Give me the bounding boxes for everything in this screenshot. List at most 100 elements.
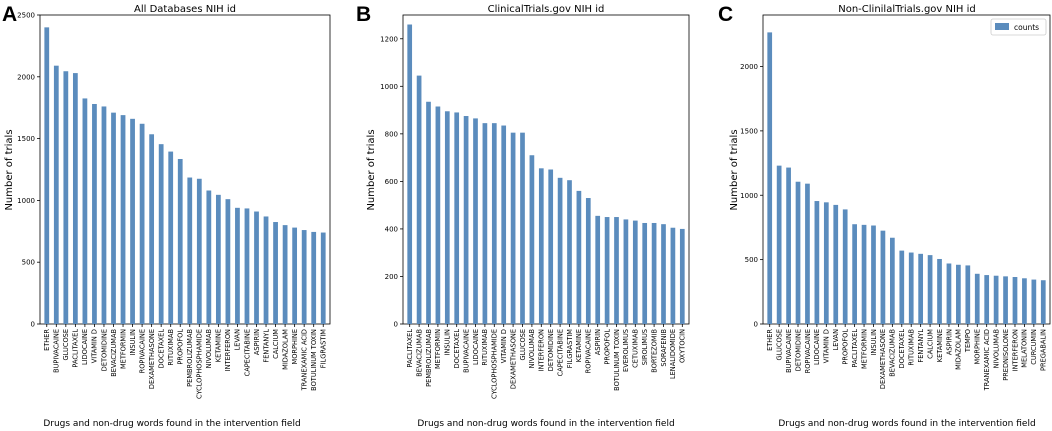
bar <box>795 181 801 324</box>
bar <box>852 224 857 324</box>
panel-label: A <box>2 3 17 26</box>
x-tick-label: GLUCOSE <box>519 329 527 360</box>
y-tick-label: 500 <box>22 259 35 267</box>
x-tick-label: LIDOCAINE <box>472 329 480 365</box>
x-tick-label: PROPOFOL <box>177 329 185 365</box>
bar <box>101 106 107 325</box>
bar <box>72 73 78 324</box>
x-tick-label: CALCIUM <box>272 329 280 359</box>
bar <box>776 165 782 324</box>
x-tick-label: KETAMINE <box>575 329 583 362</box>
x-tick-label: MORPHINE <box>974 329 982 364</box>
bar <box>889 237 895 324</box>
bar <box>473 118 478 325</box>
x-tick-label: LENALIDOMIDE <box>669 329 677 379</box>
bar <box>520 132 525 324</box>
x-tick-label: METFORMIN <box>119 329 127 369</box>
bar <box>273 222 278 324</box>
x-tick-label: VITAMIN D <box>823 329 831 363</box>
y-tick-label: 800 <box>385 130 398 138</box>
chart-panel-a: A All Databases NIH id Number of trials … <box>2 3 331 429</box>
bar <box>168 151 174 324</box>
bar <box>196 178 202 324</box>
x-tick-label: LEVAN <box>832 329 840 350</box>
x-tick-label: DEXAMETHASONE <box>879 329 887 389</box>
x-tick-label: TEMPO <box>964 329 972 353</box>
x-tick-label: KETAMINE <box>936 329 944 362</box>
x-axis-label: Drugs and non-drug words found in the in… <box>43 419 300 429</box>
y-tick-label: 500 <box>745 256 758 264</box>
bar <box>206 190 212 324</box>
bar <box>567 180 572 324</box>
bar <box>604 217 610 324</box>
y-axis-label: Number of trials <box>366 129 377 210</box>
x-tick-label: PACLITAXEL <box>851 329 859 368</box>
y-tick-label: 1500 <box>740 127 758 135</box>
bar <box>92 103 97 325</box>
x-tick-label: ASPIRIN <box>594 329 602 355</box>
chart-panel-c: C Non-ClinilalTrials.gov NIH id Number o… <box>718 3 1051 429</box>
x-tick-label: DOCETAXEL <box>453 329 461 369</box>
bar <box>426 101 431 324</box>
bar <box>149 134 155 324</box>
bar-group <box>44 27 326 325</box>
bar-group <box>407 24 685 325</box>
bar <box>501 125 507 324</box>
x-tick-label: INTERFERON <box>538 329 546 371</box>
y-tick-label: 1000 <box>740 192 758 200</box>
bar <box>548 169 554 324</box>
bar <box>311 231 317 324</box>
y-tick-label: 0 <box>31 321 35 329</box>
x-tick-label: DETOMIDINE <box>547 329 555 371</box>
x-tick-label: ASPIRIN <box>945 329 953 355</box>
x-tick-label: DETOMIDINE <box>100 329 108 371</box>
x-tick-label: ROPIVACAINE <box>585 329 593 373</box>
y-tick-label: 2500 <box>17 12 35 20</box>
x-tick-label: INTERFERON <box>224 329 232 371</box>
x-tick-label: DEXAMETHASONE <box>148 329 156 389</box>
x-tick-label: RITUXIMAB <box>481 329 489 366</box>
x-tick-label: CURCUMIN <box>1030 329 1038 365</box>
bar <box>871 225 876 324</box>
bar <box>244 208 250 324</box>
bar <box>139 123 145 325</box>
x-tick-label: ETHER <box>43 329 51 351</box>
y-tick-label: 1500 <box>17 135 35 143</box>
x-tick-label: FENTANYL <box>262 329 270 363</box>
x-tick-label: TRANEXAMIC ACID <box>983 329 991 391</box>
y-tick-label: 600 <box>385 178 398 186</box>
x-tick-label: RITUXIMAB <box>908 329 916 366</box>
y-axis-label: Number of trials <box>4 129 15 210</box>
plot-frame <box>762 14 1051 325</box>
bar <box>225 199 231 324</box>
chart-title: ClinicalTrials.gov NIH id <box>488 4 605 15</box>
bar <box>842 209 848 324</box>
x-tick-label: ASPIRIN <box>253 329 261 355</box>
bar <box>786 167 791 324</box>
bar <box>956 264 961 324</box>
x-tick-label: DOCETAXEL <box>157 329 165 369</box>
chart-panel-b: B ClinicalTrials.gov NIH id Number of tr… <box>356 3 690 429</box>
bar <box>187 177 193 324</box>
x-tick-label: DOCETAXEL <box>898 329 906 369</box>
bar <box>254 211 259 324</box>
bar <box>463 116 469 325</box>
bar <box>63 71 69 325</box>
y-tick-group: 0 200 400 600 800 1000 1200 <box>380 35 403 329</box>
bar <box>642 222 648 324</box>
bar <box>177 158 183 324</box>
x-tick-label: TRANEXAMIC ACID <box>300 329 308 391</box>
bar <box>1012 277 1018 324</box>
y-tick-group: 0 500 1000 1500 2000 2500 <box>17 12 40 329</box>
x-tick-label: ROPIVACAINE <box>138 329 146 373</box>
x-tick-label: CYCLOPHOSPHAMIDE <box>491 329 499 399</box>
y-tick-group: 0 500 1000 1500 2000 <box>740 63 763 329</box>
plot-frame <box>402 14 690 325</box>
bar <box>235 207 240 324</box>
x-tick-label: MIDAZOLAM <box>955 329 963 370</box>
x-tick-label: PROPOFOL <box>603 329 611 365</box>
bar <box>908 252 914 324</box>
x-tick-label: BORTEZOMIB <box>650 329 658 373</box>
bar <box>454 112 460 324</box>
